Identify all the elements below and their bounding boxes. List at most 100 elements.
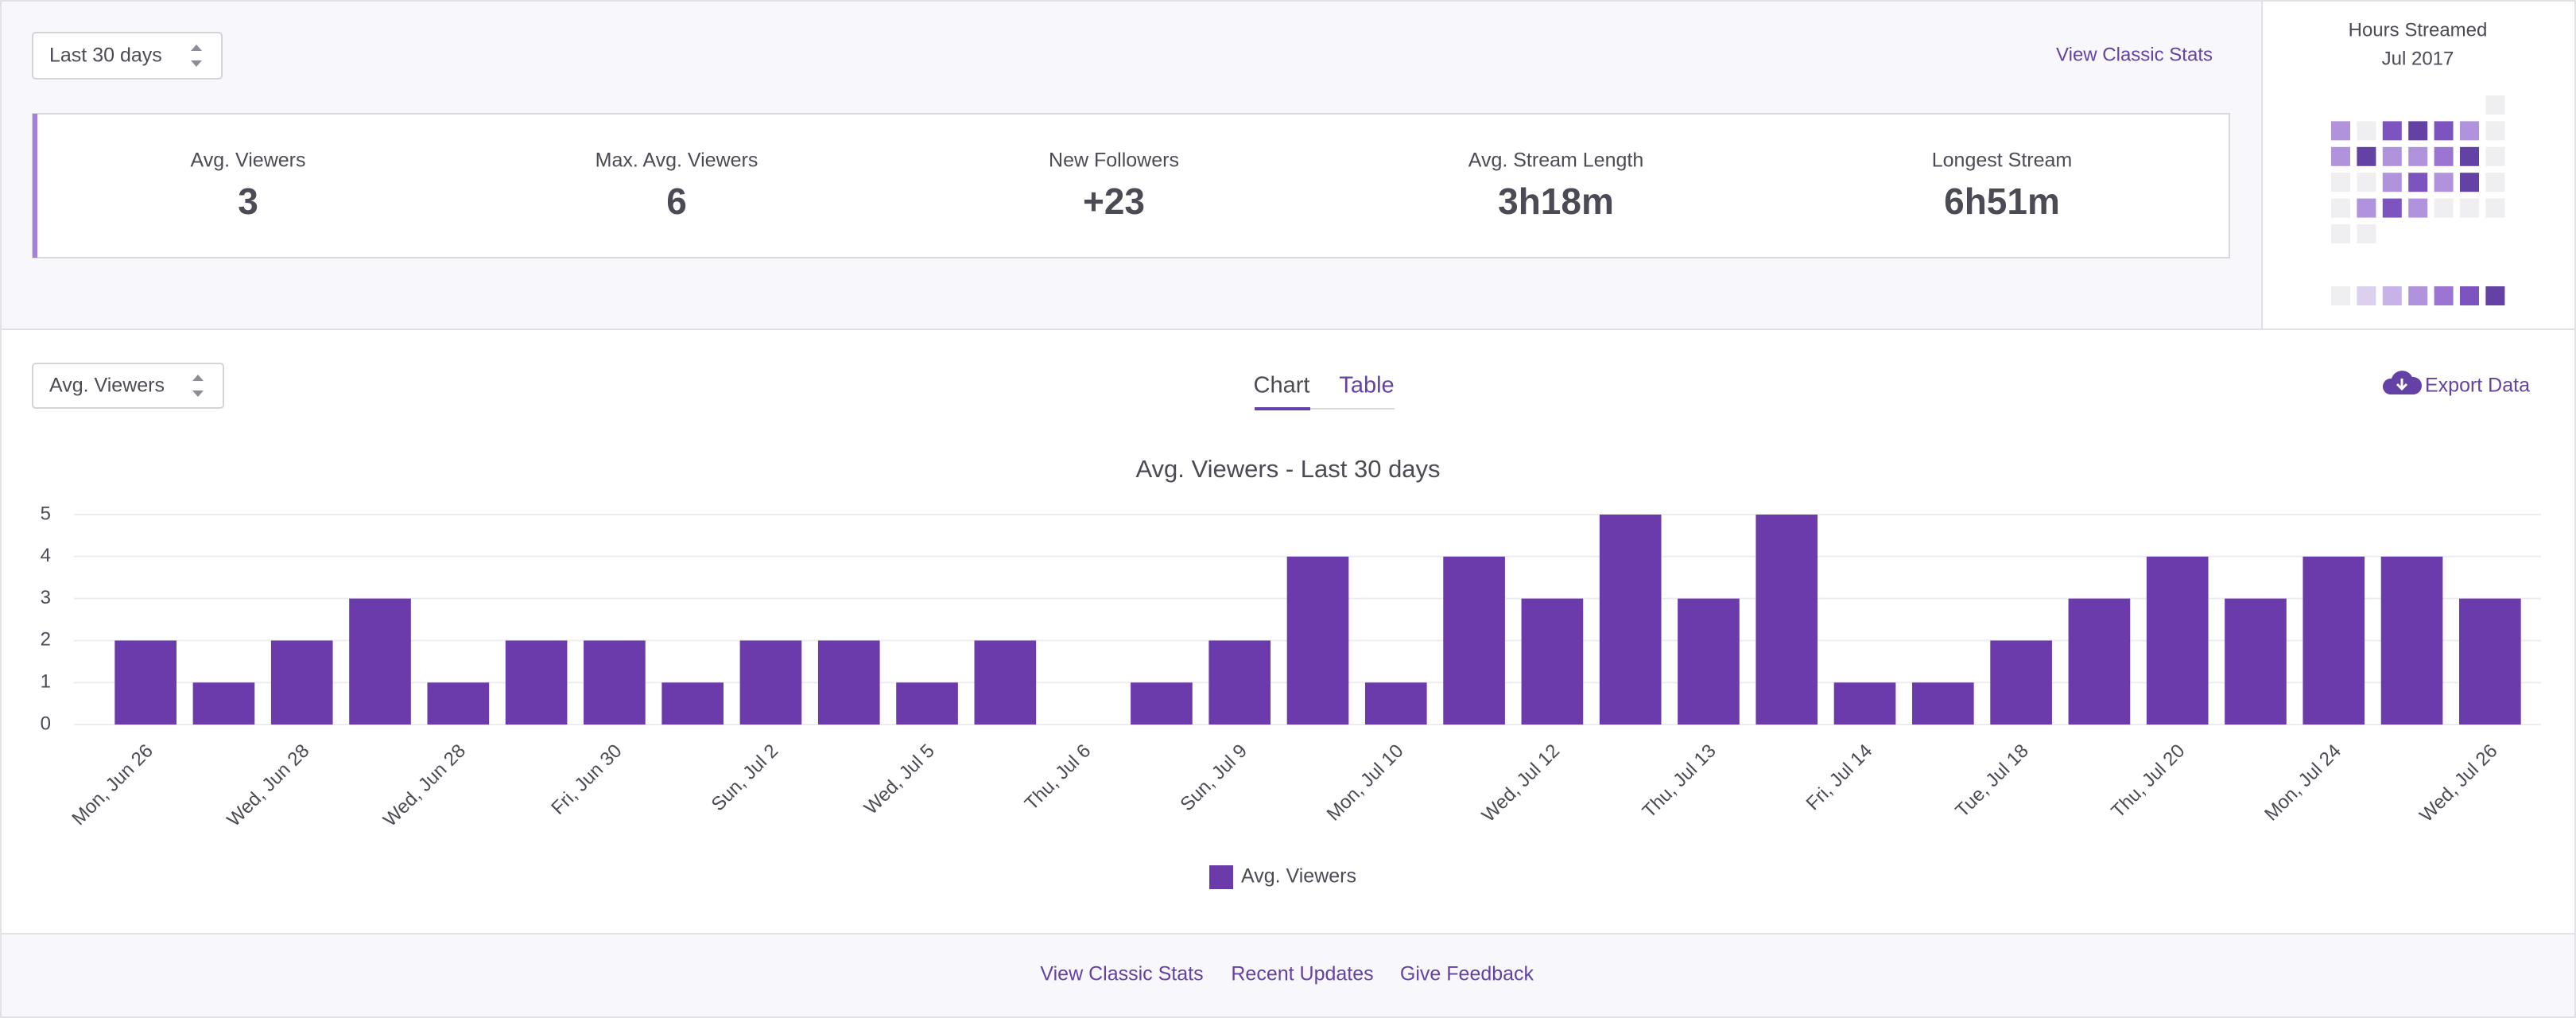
heatmap-cell	[2408, 121, 2428, 141]
heatmap-legend-swatch	[2485, 286, 2505, 305]
bar	[2380, 556, 2443, 725]
heatmap-cell	[2460, 146, 2479, 166]
bar	[661, 682, 724, 725]
x-tick-label: Tue, Jul 18	[1951, 740, 2032, 822]
bar	[2068, 598, 2131, 725]
x-tick-label: Wed, Jun 28	[223, 740, 313, 831]
y-tick-label: 0	[41, 713, 51, 734]
y-tick-label: 4	[41, 545, 51, 566]
metric-select-text: Avg. Viewers	[49, 375, 165, 397]
y-tick-label: 1	[41, 671, 51, 693]
x-tick-label: Thu, Jul 20	[2107, 740, 2189, 822]
heatmap-legend-swatch	[2357, 286, 2376, 305]
heatmap-legend-swatch	[2382, 286, 2402, 305]
stats-box	[32, 113, 2230, 258]
bar	[2302, 556, 2365, 725]
bar	[192, 682, 255, 725]
metric-select[interactable]	[32, 363, 224, 409]
stat-value: 3	[238, 181, 258, 222]
heatmap-legend-swatch	[2460, 286, 2479, 305]
heatmap-cell	[2485, 121, 2505, 141]
x-tick-label: Wed, Jul 26	[2415, 740, 2501, 826]
heatmap-cell	[2331, 224, 2350, 243]
chart-title: Avg. Viewers - Last 30 days	[1135, 455, 1440, 483]
bar	[584, 640, 646, 725]
bar	[1208, 640, 1271, 725]
x-tick-label: Wed, Jun 28	[379, 740, 470, 831]
heatmap-cell	[2357, 146, 2376, 166]
footer-link[interactable]: Recent Updates	[1231, 963, 1373, 985]
x-tick-label: Sun, Jul 2	[708, 740, 783, 816]
heatmap-cell	[2357, 224, 2376, 243]
stat-label: Max. Avg. Viewers	[596, 150, 758, 172]
heatmap-subtitle: Jul 2017	[2382, 48, 2454, 69]
heatmap-cell	[2460, 173, 2479, 192]
heatmap	[2331, 95, 2505, 305]
x-tick-label: Fri, Jul 14	[1802, 740, 1877, 815]
stat-value: 6h51m	[1944, 181, 2060, 222]
tab[interactable]: Table	[1339, 373, 1394, 398]
stats-accent	[33, 114, 37, 258]
heatmap-cell	[2331, 146, 2350, 166]
x-tick-label: Wed, Jul 12	[1478, 740, 1564, 826]
x-tick-label: Wed, Jul 5	[860, 740, 939, 819]
select-arrow	[192, 375, 204, 397]
heatmap-cell	[2382, 173, 2402, 192]
heatmap-cell	[2434, 173, 2454, 192]
x-tick-label: Fri, Jun 30	[547, 740, 626, 819]
heatmap-cell	[2331, 173, 2350, 192]
stat-value: 6	[666, 181, 687, 222]
bar	[1911, 682, 1974, 725]
bar	[2146, 556, 2209, 725]
stat-label: Avg. Viewers	[191, 150, 306, 172]
bar	[896, 682, 958, 725]
heatmap-cell	[2460, 198, 2479, 218]
footer-link[interactable]: Give Feedback	[1400, 963, 1534, 985]
heatmap-legend-swatch	[2331, 286, 2350, 305]
export-arrow	[2396, 379, 2408, 391]
bar	[505, 640, 568, 725]
bar	[1286, 556, 1349, 725]
x-tick-label: Thu, Jul 6	[1021, 740, 1096, 815]
range-select-text: Last 30 days	[49, 45, 162, 67]
bar	[1131, 682, 1193, 725]
bar	[1521, 598, 1584, 725]
heatmap-cell	[2485, 198, 2505, 218]
heatmap-cell	[2485, 173, 2505, 192]
bar	[1443, 556, 1505, 725]
heatmap-legend-swatch	[2434, 286, 2454, 305]
export-link[interactable]: Export Data	[2425, 375, 2530, 397]
x-tick-label: Mon, Jul 10	[1323, 740, 1408, 826]
legend-label: Avg. Viewers	[1241, 865, 1356, 888]
heatmap-cell	[2331, 121, 2350, 141]
stats-row: Avg. Viewers 3 Max. Avg. Viewers 6 New Follo…	[191, 150, 2073, 223]
x-tick-label: Sun, Jul 9	[1176, 740, 1251, 816]
stat-value: 3h18m	[1498, 181, 1614, 222]
heatmap-cell	[2408, 146, 2428, 166]
heatmap-cell	[2408, 198, 2428, 218]
heatmap-title: Hours Streamed	[2349, 19, 2488, 41]
bar-chart: 0 1 2 3 4 5 Mon, Jun 26 Wed, Jun 28 Wed, Jun 28 F…	[41, 503, 2541, 889]
bar	[974, 640, 1037, 725]
heatmap-legend-swatch	[2408, 286, 2428, 305]
tab[interactable]: Chart	[1254, 373, 1310, 398]
bar	[1599, 515, 1662, 725]
select-arrow	[191, 45, 202, 67]
y-tick-label: 2	[41, 629, 51, 651]
heatmap-cell	[2331, 198, 2350, 218]
view-classic-link[interactable]: View Classic Stats	[2056, 44, 2213, 65]
heatmap-cell	[2357, 173, 2376, 192]
stat-label: New Followers	[1049, 150, 1179, 172]
heatmap-cell	[2382, 146, 2402, 166]
heatmap-cell	[2357, 121, 2376, 141]
bar	[739, 640, 802, 725]
heatmap-cell	[2434, 121, 2454, 141]
footer	[0, 934, 2576, 1018]
range-select[interactable]	[32, 32, 223, 80]
footer-link[interactable]: View Classic Stats	[1040, 963, 1203, 985]
bar	[270, 640, 333, 725]
bar	[817, 640, 880, 725]
bar	[1678, 598, 1740, 725]
